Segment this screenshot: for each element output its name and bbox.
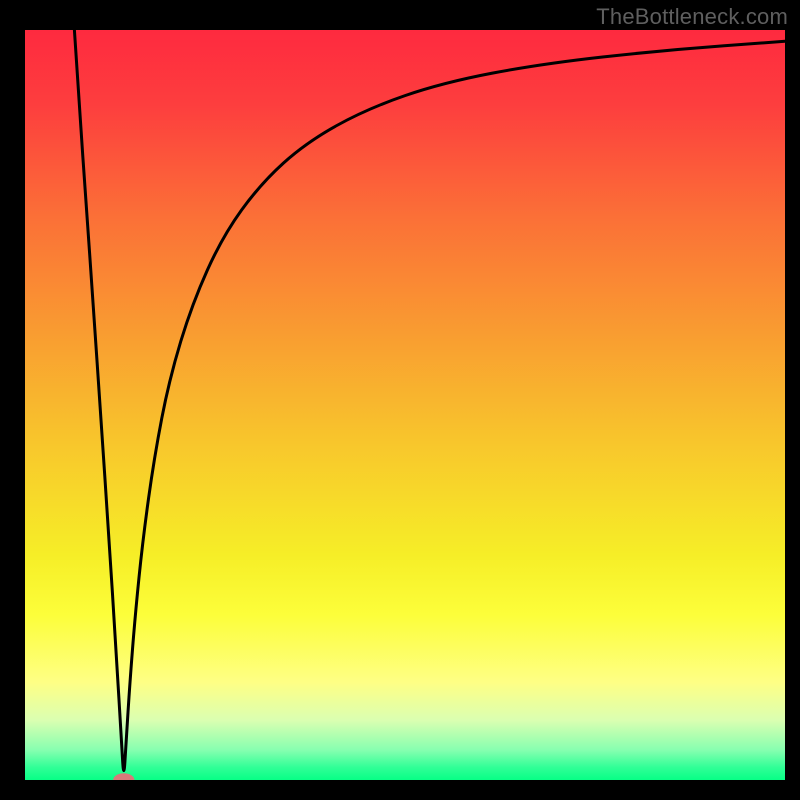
plot-area (25, 30, 785, 780)
plot-svg (25, 30, 785, 780)
chart-frame: TheBottleneck.com (0, 0, 800, 800)
plot-background (25, 30, 785, 780)
watermark-text: TheBottleneck.com (596, 4, 788, 30)
